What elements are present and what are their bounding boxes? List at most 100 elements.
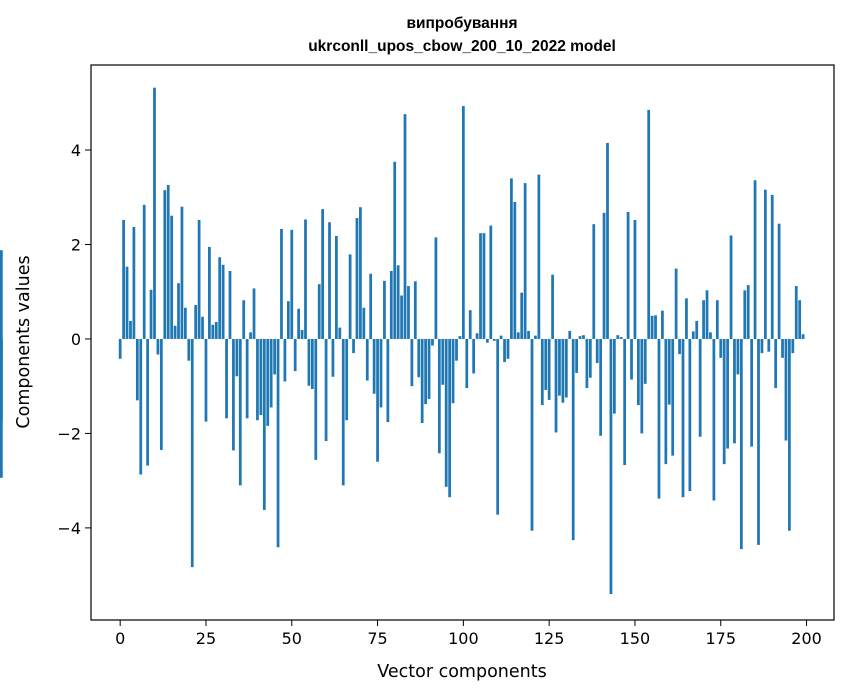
bar: [547, 338, 551, 400]
bar: [369, 273, 373, 339]
bar: [458, 336, 462, 339]
bar: [640, 338, 644, 434]
bar: [180, 206, 184, 339]
bar: [650, 315, 654, 339]
bar: [691, 331, 695, 339]
bar: [163, 190, 167, 339]
y-tick-label: 4: [71, 141, 81, 160]
bar: [465, 338, 469, 389]
bar: [630, 338, 633, 380]
bar: [733, 338, 736, 444]
bar: [801, 334, 805, 339]
bar: [606, 142, 609, 339]
bar: [781, 338, 784, 358]
bar: [788, 338, 791, 531]
x-axis-ticks: 0 25 50 75 100 125 150 175 200: [115, 620, 822, 648]
bar: [214, 321, 218, 339]
bar: [221, 264, 225, 339]
bar: [235, 338, 239, 377]
bar: [122, 219, 125, 339]
bar: [218, 257, 222, 339]
bar: [496, 338, 500, 515]
bar: [211, 324, 215, 339]
bar: [499, 335, 503, 339]
bar: [626, 211, 630, 339]
bar: [338, 327, 342, 339]
bar: [328, 222, 331, 339]
bar: [252, 288, 256, 339]
bar: [208, 246, 211, 339]
bar: [352, 338, 355, 354]
bar: [643, 338, 647, 384]
bar: [355, 218, 359, 339]
x-tick-label: 50: [282, 629, 302, 648]
bar: [256, 338, 259, 421]
bar: [489, 225, 493, 339]
bar: [705, 290, 709, 339]
chart-title-line-2: ukrconll_upos_cbow_200_10_2022 model: [308, 38, 616, 55]
bar: [393, 161, 397, 339]
x-tick-label: 200: [791, 629, 822, 648]
bar: [537, 174, 541, 339]
bar: [276, 338, 280, 548]
bar: [118, 338, 122, 359]
bar: [386, 338, 390, 423]
x-tick-label: 100: [448, 629, 479, 648]
bar: [139, 338, 143, 475]
bar: [784, 338, 788, 441]
bar: [667, 338, 671, 405]
bar: [558, 338, 561, 396]
bar: [575, 338, 578, 373]
bar: [739, 338, 743, 550]
bar: [331, 338, 335, 377]
bar: [376, 338, 379, 462]
bar: [527, 330, 530, 339]
bar: [451, 338, 455, 404]
bar: [475, 333, 479, 339]
bar: [232, 338, 235, 451]
bar: [324, 338, 328, 441]
bar: [413, 281, 417, 339]
bar: [743, 290, 747, 339]
bar: [273, 338, 276, 375]
bar: [135, 338, 139, 401]
bar: [695, 321, 699, 339]
x-tick-label: 75: [367, 629, 387, 648]
bar: [702, 300, 705, 339]
bar: [417, 338, 421, 378]
bars-group: [0, 87, 805, 595]
bar: [698, 338, 702, 437]
bar: [177, 283, 180, 339]
bar: [441, 338, 445, 385]
y-axis-ticks: −4 −2 0 2 4: [57, 141, 91, 538]
bar: [321, 209, 325, 339]
bar: [420, 338, 424, 424]
bar: [612, 338, 616, 414]
bar: [510, 178, 513, 339]
bar: [709, 332, 712, 339]
bar: [472, 338, 476, 374]
bar: [379, 338, 383, 408]
bar: [715, 300, 719, 339]
bar: [516, 332, 520, 339]
bar: [674, 268, 678, 339]
bar: [774, 338, 778, 389]
bar: [238, 338, 242, 486]
bar: [132, 227, 136, 339]
bar: [540, 338, 544, 406]
bar: [482, 233, 486, 339]
bar: [678, 338, 681, 355]
bar: [602, 212, 606, 339]
bar: [599, 338, 603, 436]
bar: [190, 338, 194, 568]
x-tick-label: 150: [620, 629, 651, 648]
bar: [794, 286, 798, 339]
bar: [0, 250, 3, 339]
bar: [437, 338, 441, 454]
bar: [297, 308, 301, 339]
bar: [588, 338, 592, 378]
y-tick-label: −2: [57, 424, 81, 443]
bar: [410, 338, 414, 387]
bar: [142, 204, 146, 339]
